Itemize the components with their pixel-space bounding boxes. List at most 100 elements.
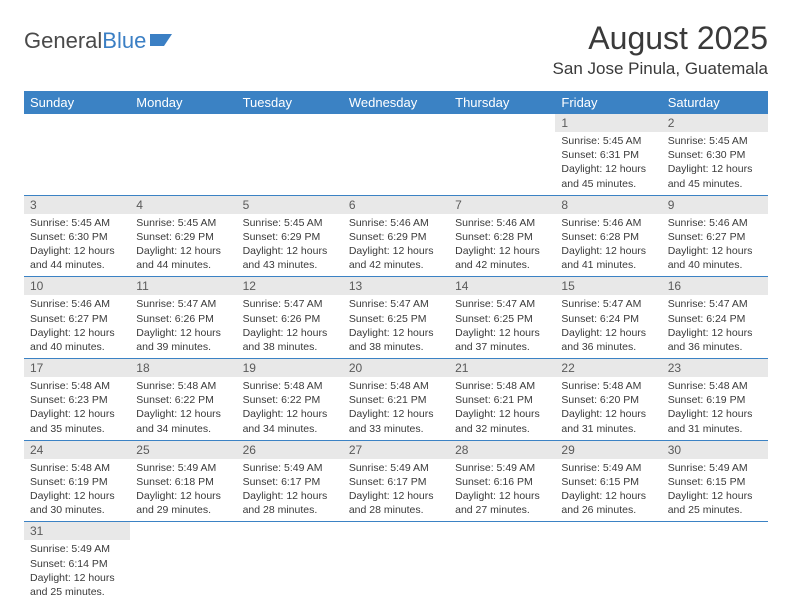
day-body: Sunrise: 5:45 AMSunset: 6:30 PMDaylight:… — [662, 132, 768, 195]
day-number: 7 — [449, 196, 555, 214]
day-body: Sunrise: 5:48 AMSunset: 6:22 PMDaylight:… — [130, 377, 236, 440]
empty-cell — [449, 114, 555, 195]
day-body: Sunrise: 5:47 AMSunset: 6:24 PMDaylight:… — [555, 295, 661, 358]
empty-cell — [662, 522, 768, 603]
calendar-body: 1Sunrise: 5:45 AMSunset: 6:31 PMDaylight… — [24, 114, 768, 603]
location: San Jose Pinula, Guatemala — [553, 59, 768, 79]
empty-cell — [449, 522, 555, 603]
day-number: 17 — [24, 359, 130, 377]
month-title: August 2025 — [553, 20, 768, 57]
day-body: Sunrise: 5:49 AMSunset: 6:14 PMDaylight:… — [24, 540, 130, 603]
calendar-row: 17Sunrise: 5:48 AMSunset: 6:23 PMDayligh… — [24, 359, 768, 441]
day-body: Sunrise: 5:47 AMSunset: 6:24 PMDaylight:… — [662, 295, 768, 358]
day-cell: 24Sunrise: 5:48 AMSunset: 6:19 PMDayligh… — [24, 440, 130, 522]
day-body: Sunrise: 5:47 AMSunset: 6:26 PMDaylight:… — [130, 295, 236, 358]
day-cell: 21Sunrise: 5:48 AMSunset: 6:21 PMDayligh… — [449, 359, 555, 441]
empty-cell — [130, 522, 236, 603]
day-body: Sunrise: 5:48 AMSunset: 6:20 PMDaylight:… — [555, 377, 661, 440]
day-body: Sunrise: 5:47 AMSunset: 6:26 PMDaylight:… — [237, 295, 343, 358]
day-body: Sunrise: 5:47 AMSunset: 6:25 PMDaylight:… — [343, 295, 449, 358]
day-body: Sunrise: 5:46 AMSunset: 6:28 PMDaylight:… — [555, 214, 661, 277]
day-body: Sunrise: 5:49 AMSunset: 6:17 PMDaylight:… — [343, 459, 449, 522]
day-cell: 14Sunrise: 5:47 AMSunset: 6:25 PMDayligh… — [449, 277, 555, 359]
day-number: 6 — [343, 196, 449, 214]
day-body: Sunrise: 5:48 AMSunset: 6:22 PMDaylight:… — [237, 377, 343, 440]
day-number: 3 — [24, 196, 130, 214]
title-block: August 2025 San Jose Pinula, Guatemala — [553, 20, 768, 79]
day-number: 19 — [237, 359, 343, 377]
day-cell: 27Sunrise: 5:49 AMSunset: 6:17 PMDayligh… — [343, 440, 449, 522]
day-header: Saturday — [662, 91, 768, 114]
day-number: 1 — [555, 114, 661, 132]
day-cell: 20Sunrise: 5:48 AMSunset: 6:21 PMDayligh… — [343, 359, 449, 441]
day-number: 29 — [555, 441, 661, 459]
day-number: 14 — [449, 277, 555, 295]
day-header: Wednesday — [343, 91, 449, 114]
day-cell: 2Sunrise: 5:45 AMSunset: 6:30 PMDaylight… — [662, 114, 768, 195]
day-header: Monday — [130, 91, 236, 114]
day-cell: 26Sunrise: 5:49 AMSunset: 6:17 PMDayligh… — [237, 440, 343, 522]
day-cell: 16Sunrise: 5:47 AMSunset: 6:24 PMDayligh… — [662, 277, 768, 359]
calendar-row: 3Sunrise: 5:45 AMSunset: 6:30 PMDaylight… — [24, 195, 768, 277]
day-cell: 13Sunrise: 5:47 AMSunset: 6:25 PMDayligh… — [343, 277, 449, 359]
day-body: Sunrise: 5:48 AMSunset: 6:21 PMDaylight:… — [449, 377, 555, 440]
day-cell: 28Sunrise: 5:49 AMSunset: 6:16 PMDayligh… — [449, 440, 555, 522]
day-cell: 7Sunrise: 5:46 AMSunset: 6:28 PMDaylight… — [449, 195, 555, 277]
empty-cell — [237, 522, 343, 603]
day-body: Sunrise: 5:48 AMSunset: 6:19 PMDaylight:… — [662, 377, 768, 440]
day-cell: 23Sunrise: 5:48 AMSunset: 6:19 PMDayligh… — [662, 359, 768, 441]
day-cell: 6Sunrise: 5:46 AMSunset: 6:29 PMDaylight… — [343, 195, 449, 277]
day-cell: 22Sunrise: 5:48 AMSunset: 6:20 PMDayligh… — [555, 359, 661, 441]
day-cell: 15Sunrise: 5:47 AMSunset: 6:24 PMDayligh… — [555, 277, 661, 359]
day-number: 25 — [130, 441, 236, 459]
day-cell: 30Sunrise: 5:49 AMSunset: 6:15 PMDayligh… — [662, 440, 768, 522]
calendar-page: GeneralBlue August 2025 San Jose Pinula,… — [0, 0, 792, 603]
day-cell: 29Sunrise: 5:49 AMSunset: 6:15 PMDayligh… — [555, 440, 661, 522]
day-number: 27 — [343, 441, 449, 459]
day-cell: 4Sunrise: 5:45 AMSunset: 6:29 PMDaylight… — [130, 195, 236, 277]
day-number: 11 — [130, 277, 236, 295]
day-number: 9 — [662, 196, 768, 214]
calendar-row: 31Sunrise: 5:49 AMSunset: 6:14 PMDayligh… — [24, 522, 768, 603]
day-number: 23 — [662, 359, 768, 377]
empty-cell — [555, 522, 661, 603]
day-body: Sunrise: 5:46 AMSunset: 6:27 PMDaylight:… — [24, 295, 130, 358]
day-cell: 11Sunrise: 5:47 AMSunset: 6:26 PMDayligh… — [130, 277, 236, 359]
day-body: Sunrise: 5:49 AMSunset: 6:15 PMDaylight:… — [555, 459, 661, 522]
day-header: Friday — [555, 91, 661, 114]
day-body: Sunrise: 5:48 AMSunset: 6:21 PMDaylight:… — [343, 377, 449, 440]
day-cell: 1Sunrise: 5:45 AMSunset: 6:31 PMDaylight… — [555, 114, 661, 195]
day-body: Sunrise: 5:48 AMSunset: 6:23 PMDaylight:… — [24, 377, 130, 440]
day-cell: 5Sunrise: 5:45 AMSunset: 6:29 PMDaylight… — [237, 195, 343, 277]
day-number: 4 — [130, 196, 236, 214]
day-number: 22 — [555, 359, 661, 377]
day-number: 15 — [555, 277, 661, 295]
day-number: 12 — [237, 277, 343, 295]
day-number: 5 — [237, 196, 343, 214]
day-body: Sunrise: 5:46 AMSunset: 6:29 PMDaylight:… — [343, 214, 449, 277]
day-number: 8 — [555, 196, 661, 214]
day-number: 21 — [449, 359, 555, 377]
day-body: Sunrise: 5:46 AMSunset: 6:28 PMDaylight:… — [449, 214, 555, 277]
day-body: Sunrise: 5:46 AMSunset: 6:27 PMDaylight:… — [662, 214, 768, 277]
day-number: 24 — [24, 441, 130, 459]
day-body: Sunrise: 5:45 AMSunset: 6:29 PMDaylight:… — [130, 214, 236, 277]
logo-text-1: General — [24, 28, 102, 54]
day-number: 30 — [662, 441, 768, 459]
day-body: Sunrise: 5:45 AMSunset: 6:30 PMDaylight:… — [24, 214, 130, 277]
calendar-row: 24Sunrise: 5:48 AMSunset: 6:19 PMDayligh… — [24, 440, 768, 522]
day-cell: 10Sunrise: 5:46 AMSunset: 6:27 PMDayligh… — [24, 277, 130, 359]
calendar-head: SundayMondayTuesdayWednesdayThursdayFrid… — [24, 91, 768, 114]
empty-cell — [237, 114, 343, 195]
empty-cell — [343, 114, 449, 195]
day-body: Sunrise: 5:45 AMSunset: 6:29 PMDaylight:… — [237, 214, 343, 277]
calendar-row: 1Sunrise: 5:45 AMSunset: 6:31 PMDaylight… — [24, 114, 768, 195]
day-body: Sunrise: 5:49 AMSunset: 6:16 PMDaylight:… — [449, 459, 555, 522]
day-body: Sunrise: 5:47 AMSunset: 6:25 PMDaylight:… — [449, 295, 555, 358]
day-number: 13 — [343, 277, 449, 295]
day-body: Sunrise: 5:49 AMSunset: 6:17 PMDaylight:… — [237, 459, 343, 522]
day-number: 20 — [343, 359, 449, 377]
day-cell: 17Sunrise: 5:48 AMSunset: 6:23 PMDayligh… — [24, 359, 130, 441]
day-number: 18 — [130, 359, 236, 377]
day-cell: 31Sunrise: 5:49 AMSunset: 6:14 PMDayligh… — [24, 522, 130, 603]
